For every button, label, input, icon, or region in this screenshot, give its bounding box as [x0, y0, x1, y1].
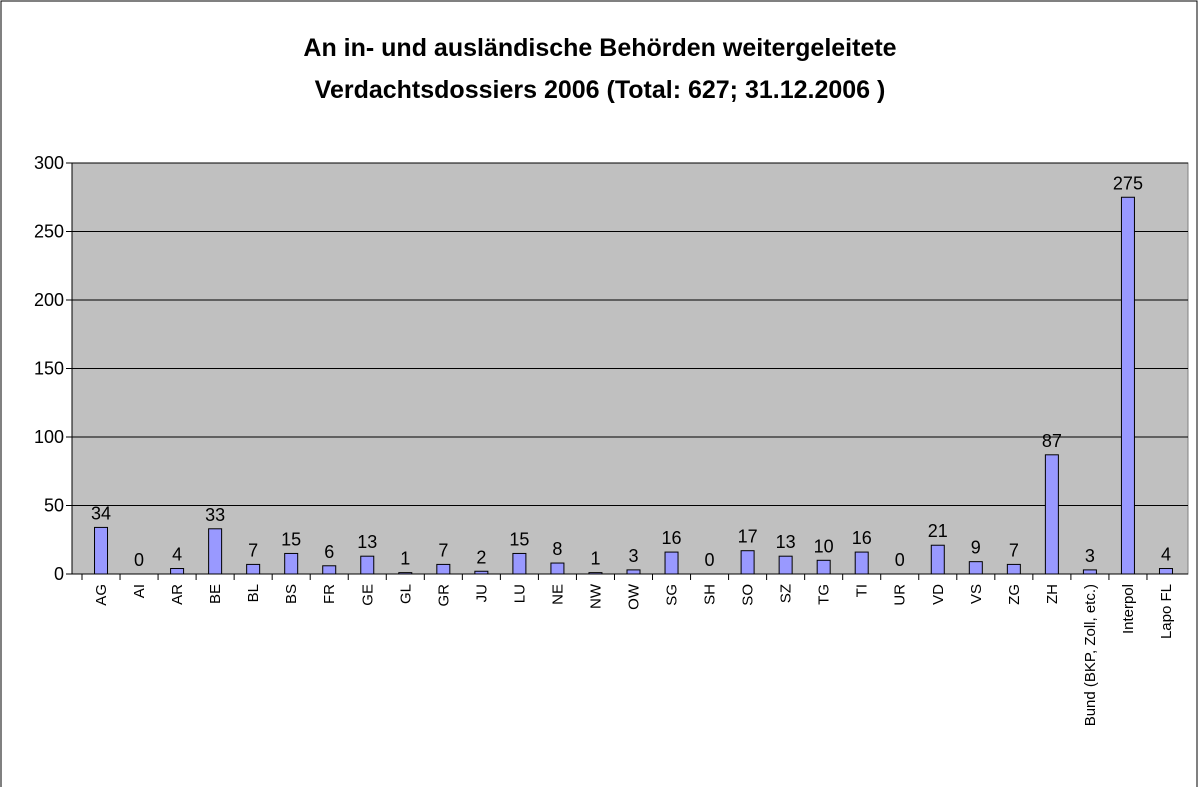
value-label: 275 — [1113, 173, 1143, 193]
bar — [968, 561, 983, 575]
x-tick-label: FR — [321, 584, 338, 604]
value-label: 16 — [662, 528, 682, 548]
bar — [170, 568, 185, 575]
value-label: 7 — [438, 540, 448, 560]
x-tick-label: BE — [207, 584, 224, 604]
x-tick-label: NE — [549, 584, 566, 605]
x-tick-label: ZG — [1006, 584, 1023, 605]
value-label: 7 — [1009, 540, 1019, 560]
x-tick-label: AG — [93, 584, 110, 606]
x-tick-label: VD — [930, 584, 947, 605]
value-label: 13 — [357, 532, 377, 552]
x-tick-label: TI — [854, 584, 871, 597]
value-label: 1 — [400, 549, 410, 569]
bar — [1082, 569, 1097, 575]
chart-title: Verdachtsdossiers 2006 (Total: 627; 31.1… — [315, 76, 886, 104]
chart-title: An in- und ausländische Behörden weiterg… — [303, 34, 896, 62]
y-tick-label: 50 — [44, 496, 64, 516]
value-label: 13 — [776, 532, 796, 552]
x-tick-label: BS — [283, 584, 300, 604]
bar — [284, 552, 299, 575]
value-label: 4 — [172, 545, 182, 565]
value-label: 7 — [248, 540, 258, 560]
value-label: 3 — [1085, 546, 1095, 566]
x-tick-label: AR — [169, 584, 186, 605]
value-label: 21 — [928, 521, 948, 541]
x-tick-label: Interpol — [1120, 584, 1137, 634]
value-label: 10 — [814, 536, 834, 556]
value-label: 15 — [509, 529, 529, 549]
x-tick-label: GE — [359, 584, 376, 606]
bar — [740, 550, 755, 575]
x-tick-label: ZH — [1044, 584, 1061, 604]
value-label: 17 — [738, 527, 758, 547]
x-tick-label: Lapo FL — [1158, 584, 1175, 639]
bar — [94, 526, 109, 575]
x-tick-label: Bund (BKP, Zoll, etc.) — [1082, 584, 1099, 726]
bar — [930, 544, 945, 575]
y-tick-label: 150 — [34, 359, 64, 379]
bar — [360, 555, 375, 575]
x-tick-label: BL — [245, 584, 262, 602]
x-tick-label: SG — [664, 584, 681, 606]
value-label: 0 — [705, 550, 715, 570]
bar — [246, 563, 261, 575]
y-tick-label: 100 — [34, 427, 64, 447]
bar — [664, 551, 679, 575]
value-label: 16 — [852, 528, 872, 548]
x-tick-label: GR — [435, 584, 452, 607]
x-tick-label: NW — [587, 583, 604, 609]
bar — [1006, 563, 1021, 575]
bar — [778, 555, 793, 575]
y-tick-label: 300 — [34, 153, 64, 173]
value-label: 34 — [91, 503, 111, 523]
x-tick-label: JU — [473, 584, 490, 602]
bar — [626, 569, 641, 575]
bar — [1158, 568, 1173, 575]
value-label: 2 — [476, 547, 486, 567]
x-tick-label: TG — [816, 584, 833, 605]
x-tick-label: SZ — [778, 584, 795, 603]
value-label: 4 — [1161, 545, 1171, 565]
value-label: 9 — [971, 538, 981, 558]
y-tick-label: 0 — [54, 564, 64, 584]
value-label: 33 — [205, 505, 225, 525]
value-label: 0 — [895, 550, 905, 570]
x-tick-label: SH — [702, 584, 719, 605]
x-tick-label: VS — [968, 584, 985, 604]
value-label: 1 — [590, 549, 600, 569]
value-label: 87 — [1042, 431, 1062, 451]
y-tick-label: 250 — [34, 222, 64, 242]
y-tick-label: 200 — [34, 290, 64, 310]
x-tick-label: GL — [397, 584, 414, 604]
bar — [208, 528, 223, 575]
bar — [1044, 454, 1059, 575]
value-label: 8 — [552, 539, 562, 559]
bar — [816, 559, 831, 575]
bar — [436, 563, 451, 575]
value-label: 15 — [281, 529, 301, 549]
value-label: 3 — [628, 546, 638, 566]
bar — [550, 562, 565, 575]
value-label: 0 — [134, 550, 144, 570]
x-tick-label: SO — [740, 584, 757, 606]
x-tick-label: UR — [892, 584, 909, 606]
x-tick-label: LU — [511, 584, 528, 603]
bar — [854, 551, 869, 575]
x-tick-label: AI — [131, 584, 148, 598]
x-tick-label: OW — [626, 583, 643, 610]
value-label: 6 — [324, 542, 334, 562]
bar — [1120, 196, 1135, 575]
bar — [322, 565, 337, 575]
bar — [512, 552, 527, 575]
